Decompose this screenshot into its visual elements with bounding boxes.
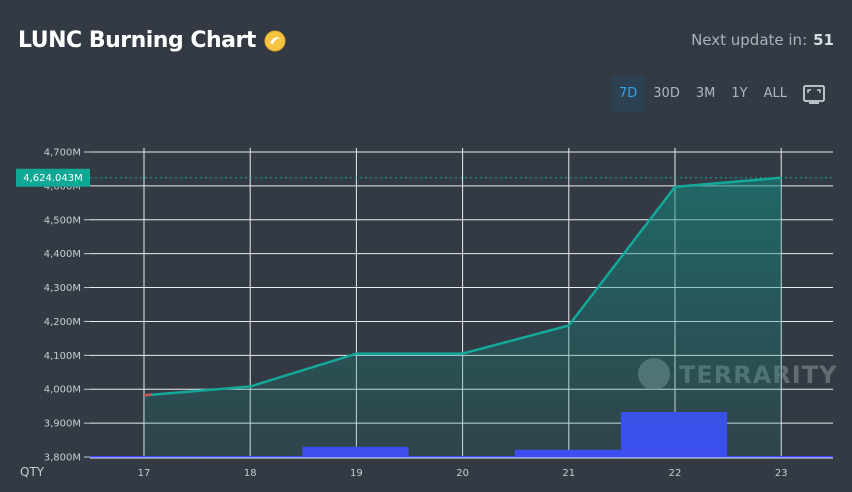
title-text: LUNC Burning Chart (18, 28, 256, 53)
series-area (144, 177, 782, 459)
y-tick-label: 3,900M (44, 419, 81, 430)
range-tab-all[interactable]: ALL (763, 86, 787, 101)
series-start-segment (143, 393, 153, 397)
x-tick-label: 21 (562, 468, 575, 479)
x-tick-label: 20 (456, 468, 469, 479)
chart-title: LUNC Burning Chart (18, 28, 286, 53)
range-tab-1y[interactable]: 1Y (731, 86, 748, 101)
range-tab-3m[interactable]: 3M (695, 86, 716, 101)
series-line (143, 176, 782, 397)
y-tick-label: 4,100M (44, 351, 81, 362)
current-value-tag (16, 168, 90, 187)
fullscreen-icon[interactable] (802, 82, 826, 106)
volume-axis-label: QTY (20, 465, 45, 479)
range-tab-30d[interactable]: 30D (653, 86, 680, 101)
y-tick-label: 4,700M (44, 148, 81, 159)
axes: 3,800M 3,900M 4,000M 4,100M 4,200M 4,300M 4,40… (20, 148, 833, 479)
range-tab-7d[interactable]: 7D (611, 76, 646, 112)
x-tick-label: 19 (350, 468, 363, 479)
y-tick-label: 4,000M (44, 385, 81, 396)
next-update-label: Next update in: (691, 31, 808, 49)
y-tick-label: 4,300M (44, 283, 81, 294)
next-update-value: 51 (813, 31, 834, 49)
x-tick-label: 22 (669, 468, 682, 479)
y-tick-label: 4,400M (44, 249, 81, 260)
next-update: Next update in: 51 (691, 31, 834, 49)
y-tick-label: 4,600M (44, 181, 81, 192)
y-tick-label: 3,800M (44, 453, 81, 464)
lunc-coin-icon (264, 30, 286, 51)
x-tick-label: 17 (138, 468, 151, 479)
current-value-marker: 4,624.043M (16, 168, 833, 187)
volume-bar (90, 456, 197, 458)
range-tabs: 7D 30D 3M 1Y ALL (611, 76, 795, 112)
y-tick-label: 4,200M (44, 317, 81, 328)
series-area-fill (144, 177, 782, 459)
y-tick-label: 4,500M (44, 215, 81, 226)
x-tick-label: 18 (244, 468, 257, 479)
current-value-label: 4,624.043M (23, 173, 83, 184)
x-tick-label: 23 (775, 468, 788, 479)
